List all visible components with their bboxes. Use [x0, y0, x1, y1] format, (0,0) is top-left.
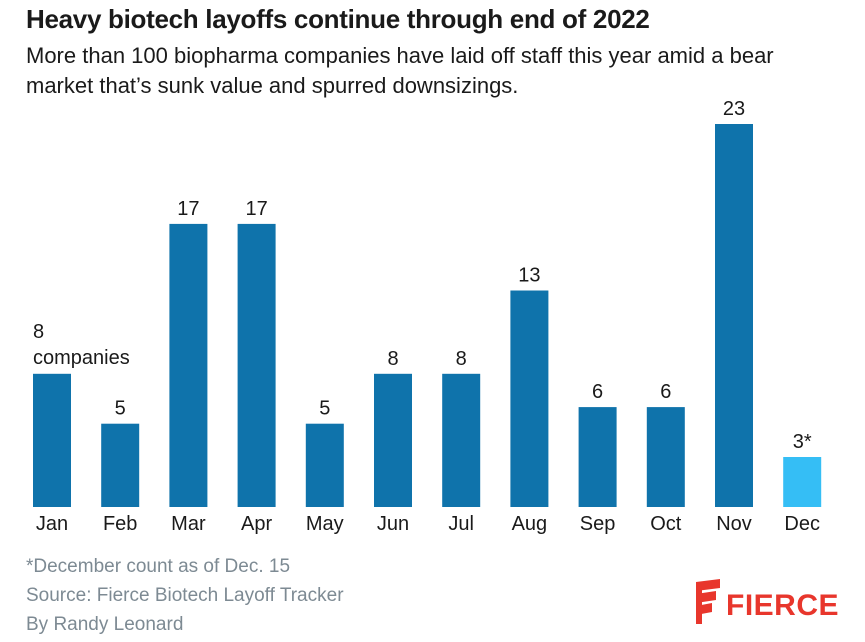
x-tick-label: Jan [36, 513, 68, 535]
bar-annotation: companies [33, 347, 130, 369]
bar-may [305, 423, 344, 507]
x-tick-label: Jul [448, 513, 474, 535]
bar-value-label: 5 [115, 398, 126, 420]
x-tick-label: Dec [784, 513, 820, 535]
fierce-logo: FIERCE [696, 579, 839, 624]
footnote: *December count as of Dec. 15 [26, 556, 291, 577]
x-tick-label: Nov [716, 513, 752, 535]
x-tick-label: Feb [103, 513, 137, 535]
fierce-wordmark: FIERCE [726, 589, 839, 622]
source-note: Source: Fierce Biotech Layoff Tracker [26, 585, 344, 606]
byline: By Randy Leonard [26, 614, 184, 635]
bar-value-label: 17 [177, 198, 199, 220]
bar-value-label: 6 [660, 381, 671, 403]
bar-jul [442, 373, 481, 507]
x-tick-label: Sep [580, 513, 616, 535]
chart-title: Heavy biotech layoffs continue through e… [26, 4, 650, 34]
bar-value-label: 17 [245, 198, 267, 220]
chart-subtitle: More than 100 biopharma companies have l… [26, 43, 774, 98]
bar-value-label: 8 [33, 321, 44, 343]
bar-chart: companies 8 Jan 5 Feb 17 Mar 17 Apr 5 May 8 Jun 8 Jul 1… [33, 98, 822, 535]
x-tick-label: Mar [171, 513, 206, 535]
x-tick-label: Jun [377, 513, 409, 535]
bar-feb [101, 423, 140, 507]
bar-value-label: 8 [387, 348, 398, 370]
bar-value-label: 23 [723, 98, 745, 120]
x-tick-label: Oct [650, 513, 682, 535]
x-tick-label: Aug [512, 513, 548, 535]
bar-sep [578, 407, 617, 507]
fierce-flag-icon [696, 579, 720, 624]
bar-value-label: 3* [793, 431, 812, 453]
x-tick-label: Apr [241, 513, 272, 535]
bar-jun [374, 373, 412, 507]
bar-apr [237, 223, 276, 507]
bar-value-label: 5 [319, 398, 330, 420]
bar-mar [169, 223, 208, 507]
bar-value-label: 8 [456, 348, 467, 370]
bar-jan [33, 373, 71, 507]
bar-value-label: 6 [592, 381, 603, 403]
bar-aug [510, 290, 549, 507]
x-tick-label: May [306, 513, 344, 535]
bar-nov [715, 124, 753, 507]
bar-value-label: 13 [518, 265, 540, 287]
bar-oct [646, 407, 685, 507]
bar-dec [783, 457, 822, 507]
